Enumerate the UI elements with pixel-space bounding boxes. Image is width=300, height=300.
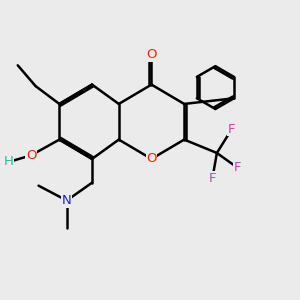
Text: N: N xyxy=(62,194,72,207)
Text: H: H xyxy=(4,155,14,168)
Text: F: F xyxy=(228,123,236,136)
Text: O: O xyxy=(26,149,36,162)
Text: F: F xyxy=(209,172,216,185)
Text: O: O xyxy=(146,48,157,62)
Text: F: F xyxy=(234,161,242,174)
Text: O: O xyxy=(146,152,157,165)
